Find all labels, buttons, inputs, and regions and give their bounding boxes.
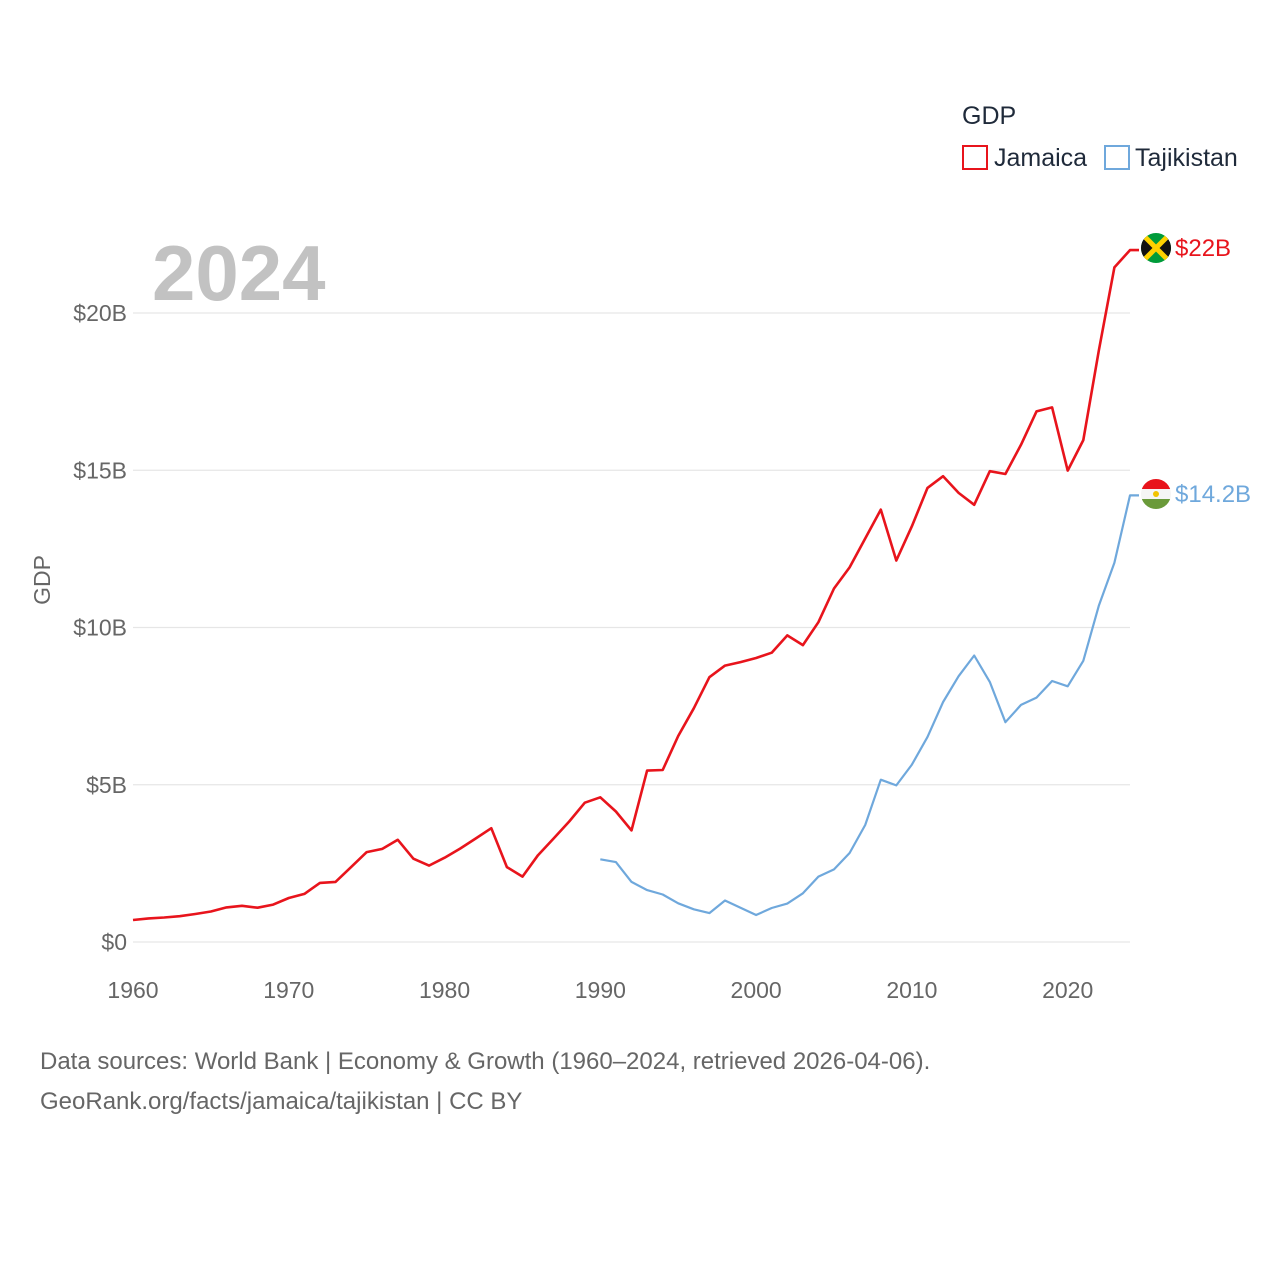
y-tick-label: $5B — [86, 772, 127, 798]
grid-lines — [133, 312, 1130, 943]
series-line-tajikistan — [600, 494, 1139, 917]
legend-label-tajikistan: Tajikistan — [1135, 144, 1238, 172]
y-tick-label: $0 — [101, 929, 127, 955]
x-tick-label: 1970 — [263, 977, 314, 1003]
x-axis-ticks: 1960 1970 1980 1990 2000 2010 2020 — [107, 977, 1093, 1003]
x-tick-label: 1980 — [419, 977, 470, 1003]
legend: GDP Jamaica Tajikistan — [962, 102, 1238, 172]
legend-swatch-tajikistan — [1104, 145, 1130, 170]
source-note: Data sources: World Bank | Economy & Gro… — [40, 1042, 930, 1122]
year-label: 2024 — [152, 229, 326, 317]
source-line-2: GeoRank.org/facts/jamaica/tajikistan | C… — [40, 1088, 523, 1115]
gdp-line-chart: $0 $5B $10B $15B $20B 1960 1970 1980 1990 2000 20… — [29, 102, 1251, 1003]
jamaica-flag-icon — [1141, 233, 1171, 263]
y-axis-ticks: $0 $5B $10B $15B $20B — [73, 300, 127, 955]
y-tick-label: $20B — [73, 300, 127, 326]
x-tick-label: 2020 — [1042, 977, 1093, 1003]
y-tick-label: $10B — [73, 615, 127, 641]
legend-label-jamaica: Jamaica — [994, 144, 1087, 172]
tajikistan-flag-icon — [1141, 479, 1171, 509]
legend-title: GDP — [962, 102, 1016, 130]
x-tick-label: 1990 — [575, 977, 626, 1003]
end-label-tajikistan: $14.2B — [1175, 481, 1251, 508]
x-tick-label: 2010 — [886, 977, 937, 1003]
legend-swatch-jamaica — [962, 145, 988, 170]
x-tick-label: 1960 — [107, 977, 158, 1003]
y-tick-label: $15B — [73, 457, 127, 483]
source-line-1: Data sources: World Bank | Economy & Gro… — [40, 1048, 931, 1075]
y-axis-title: GDP — [29, 555, 55, 605]
series-lines — [132, 248, 1139, 922]
x-tick-label: 2000 — [731, 977, 782, 1003]
end-label-jamaica: $22B — [1175, 235, 1231, 262]
series-line-jamaica — [132, 248, 1139, 922]
